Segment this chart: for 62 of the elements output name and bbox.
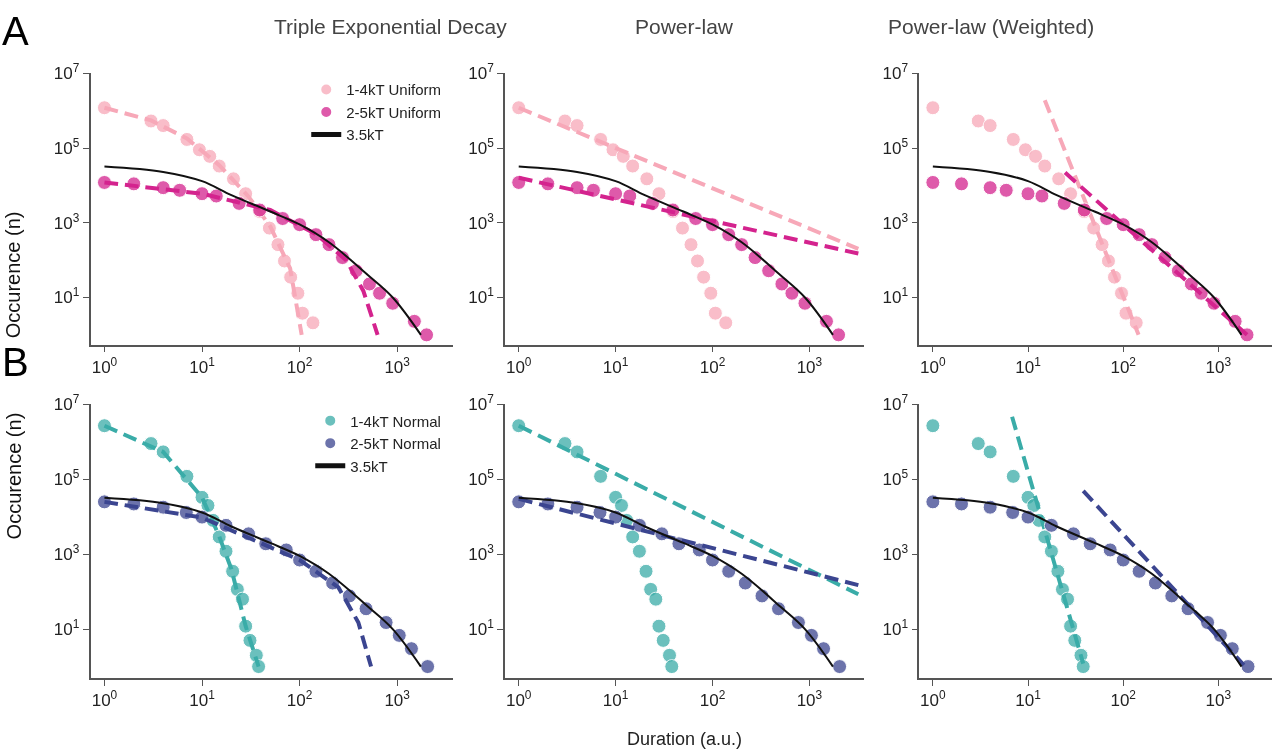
x-tick-label: 10$^{3}$ — [796, 687, 823, 710]
chart-title: Triple Exponential Decay — [274, 15, 508, 38]
y-tick-label: 10$^{3}$ — [468, 210, 495, 233]
y-tick-label: 10$^{1}$ — [53, 616, 80, 640]
y-tick-label: 10$^{3}$ — [882, 210, 909, 233]
text: A — [2, 9, 29, 53]
x-tick-label: 10$^{1}$ — [602, 687, 629, 710]
y-tick-label: 10$^{5}$ — [882, 135, 909, 159]
x-tick-label: 10$^{1}$ — [189, 687, 216, 710]
y-tick-label: 10$^{7}$ — [468, 392, 495, 415]
y-tick-label: 10$^{7}$ — [468, 61, 495, 84]
y-tick-label: 10$^{7}$ — [53, 392, 80, 415]
x-tick-label: 10$^{2}$ — [699, 687, 726, 710]
y-tick-label: 10$^{1}$ — [882, 616, 909, 640]
x-tick-label: 10$^{2}$ — [699, 354, 726, 377]
legend-label: 1-4kT Normal — [350, 412, 441, 430]
x-tick-label: 10$^{1}$ — [1015, 354, 1042, 377]
y-tick-label: 10$^{7}$ — [882, 61, 909, 84]
legend-label: 3.5kT — [350, 457, 388, 475]
y-tick-label: 10$^{3}$ — [53, 210, 80, 233]
x-tick-label: 10$^{1}$ — [602, 354, 629, 377]
x-tick-label: 10$^{2}$ — [1110, 354, 1137, 377]
y-axis-title: Occurence (n) — [3, 412, 26, 540]
y-tick-label: 10$^{1}$ — [468, 616, 495, 640]
y-tick-label: 10$^{3}$ — [468, 542, 495, 565]
legend-label: 2-5kT Normal — [350, 435, 441, 453]
legend-label: 3.5kT — [346, 126, 384, 144]
y-tick-label: 10$^{1}$ — [882, 285, 909, 308]
x-tick-label: 10$^{0}$ — [505, 354, 532, 377]
x-tick-label: 10$^{2}$ — [286, 687, 313, 710]
x-tick-label: 10$^{3}$ — [1205, 687, 1232, 710]
legend-label: 1-4kT Uniform — [346, 81, 441, 99]
chart-title: Power-law — [635, 15, 734, 38]
x-tick-label: 10$^{0}$ — [920, 687, 946, 710]
y-tick-label: 10$^{5}$ — [468, 135, 495, 159]
legend-label: 2-5kT Uniform — [346, 103, 441, 121]
y-tick-label: 10$^{7}$ — [882, 392, 909, 415]
x-tick-label: 10$^{2}$ — [286, 354, 313, 377]
y-tick-label: 10$^{1}$ — [468, 285, 495, 308]
y-tick-label: 10$^{5}$ — [53, 135, 80, 159]
y-tick-label: 10$^{5}$ — [882, 467, 909, 490]
x-tick-label: 10$^{0}$ — [91, 354, 118, 377]
x-tick-label: 10$^{0}$ — [505, 687, 532, 710]
x-tick-label: 10$^{3}$ — [384, 354, 411, 377]
x-tick-label: 10$^{3}$ — [1205, 354, 1232, 377]
y-tick-label: 10$^{3}$ — [53, 542, 80, 565]
y-axis-title: Occurence (n) — [2, 211, 25, 339]
y-tick-label: 10$^{3}$ — [882, 542, 909, 565]
x-tick-label: 10$^{1}$ — [1015, 687, 1042, 710]
x-tick-label: 10$^{1}$ — [189, 354, 216, 377]
x-tick-label: 10$^{3}$ — [384, 687, 411, 710]
x-axis-title: Duration (a.u.) — [627, 729, 743, 749]
y-tick-label: 10$^{7}$ — [53, 61, 80, 84]
x-tick-label: 10$^{2}$ — [1110, 687, 1137, 710]
y-tick-label: 10$^{5}$ — [53, 467, 80, 490]
y-tick-label: 10$^{5}$ — [468, 467, 495, 490]
x-tick-label: 10$^{0}$ — [91, 687, 118, 710]
y-tick-label: 10$^{1}$ — [53, 285, 80, 308]
x-tick-label: 10$^{3}$ — [796, 354, 823, 377]
text: B — [2, 340, 29, 384]
chart-title: Power-law (Weighted) — [888, 15, 1095, 38]
x-tick-label: 10$^{0}$ — [920, 354, 946, 377]
